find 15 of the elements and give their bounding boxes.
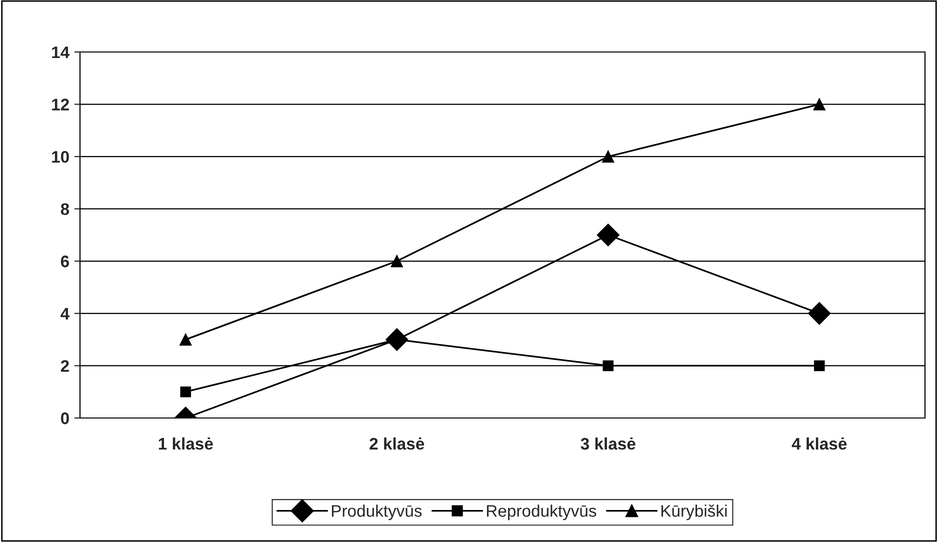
- x-tick-label: 2 klasė: [370, 437, 424, 450]
- x-tick-label: 1 klasė: [158, 437, 213, 450]
- legend-label: Reproduktyvūs: [487, 504, 596, 520]
- legend-label: Produktyvūs: [332, 504, 422, 520]
- y-tick-label: 0: [60, 412, 69, 424]
- y-tick-label: 14: [52, 46, 70, 58]
- y-tick-label: 6: [60, 256, 69, 268]
- y-tick-label: 12: [52, 98, 69, 110]
- y-tick-label: 8: [60, 203, 70, 216]
- x-tick-label: 4 klasė: [792, 437, 847, 450]
- y-tick-label: 4: [60, 308, 70, 320]
- x-tick-label: 3 klasė: [580, 437, 636, 450]
- y-tick-label: 10: [52, 150, 69, 163]
- legend-label: Kūrybiški: [661, 504, 727, 520]
- y-tick-label: 2: [60, 360, 69, 372]
